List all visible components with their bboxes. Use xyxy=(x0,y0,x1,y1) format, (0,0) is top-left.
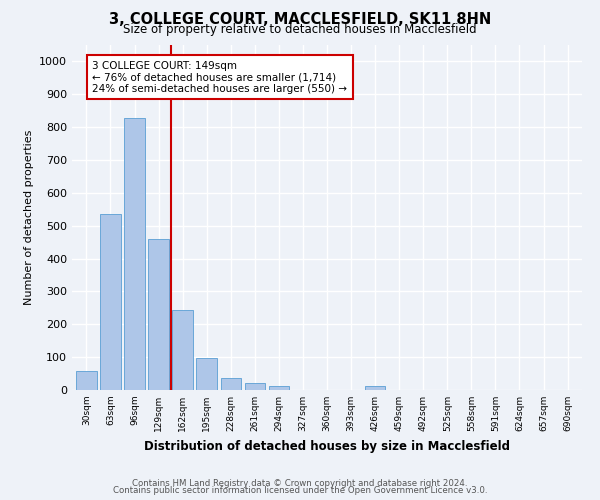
Bar xyxy=(221,378,241,390)
Bar xyxy=(100,214,121,390)
Bar xyxy=(245,384,265,390)
Bar xyxy=(196,358,217,390)
Text: Size of property relative to detached houses in Macclesfield: Size of property relative to detached ho… xyxy=(123,22,477,36)
Text: Contains public sector information licensed under the Open Government Licence v3: Contains public sector information licen… xyxy=(113,486,487,495)
Bar xyxy=(365,386,385,390)
Y-axis label: Number of detached properties: Number of detached properties xyxy=(23,130,34,305)
Text: 3, COLLEGE COURT, MACCLESFIELD, SK11 8HN: 3, COLLEGE COURT, MACCLESFIELD, SK11 8HN xyxy=(109,12,491,26)
X-axis label: Distribution of detached houses by size in Macclesfield: Distribution of detached houses by size … xyxy=(144,440,510,452)
Text: 3 COLLEGE COURT: 149sqm
← 76% of detached houses are smaller (1,714)
24% of semi: 3 COLLEGE COURT: 149sqm ← 76% of detache… xyxy=(92,60,347,94)
Bar xyxy=(76,372,97,390)
Bar xyxy=(269,386,289,390)
Text: Contains HM Land Registry data © Crown copyright and database right 2024.: Contains HM Land Registry data © Crown c… xyxy=(132,478,468,488)
Bar xyxy=(124,118,145,390)
Bar xyxy=(172,310,193,390)
Bar xyxy=(148,239,169,390)
